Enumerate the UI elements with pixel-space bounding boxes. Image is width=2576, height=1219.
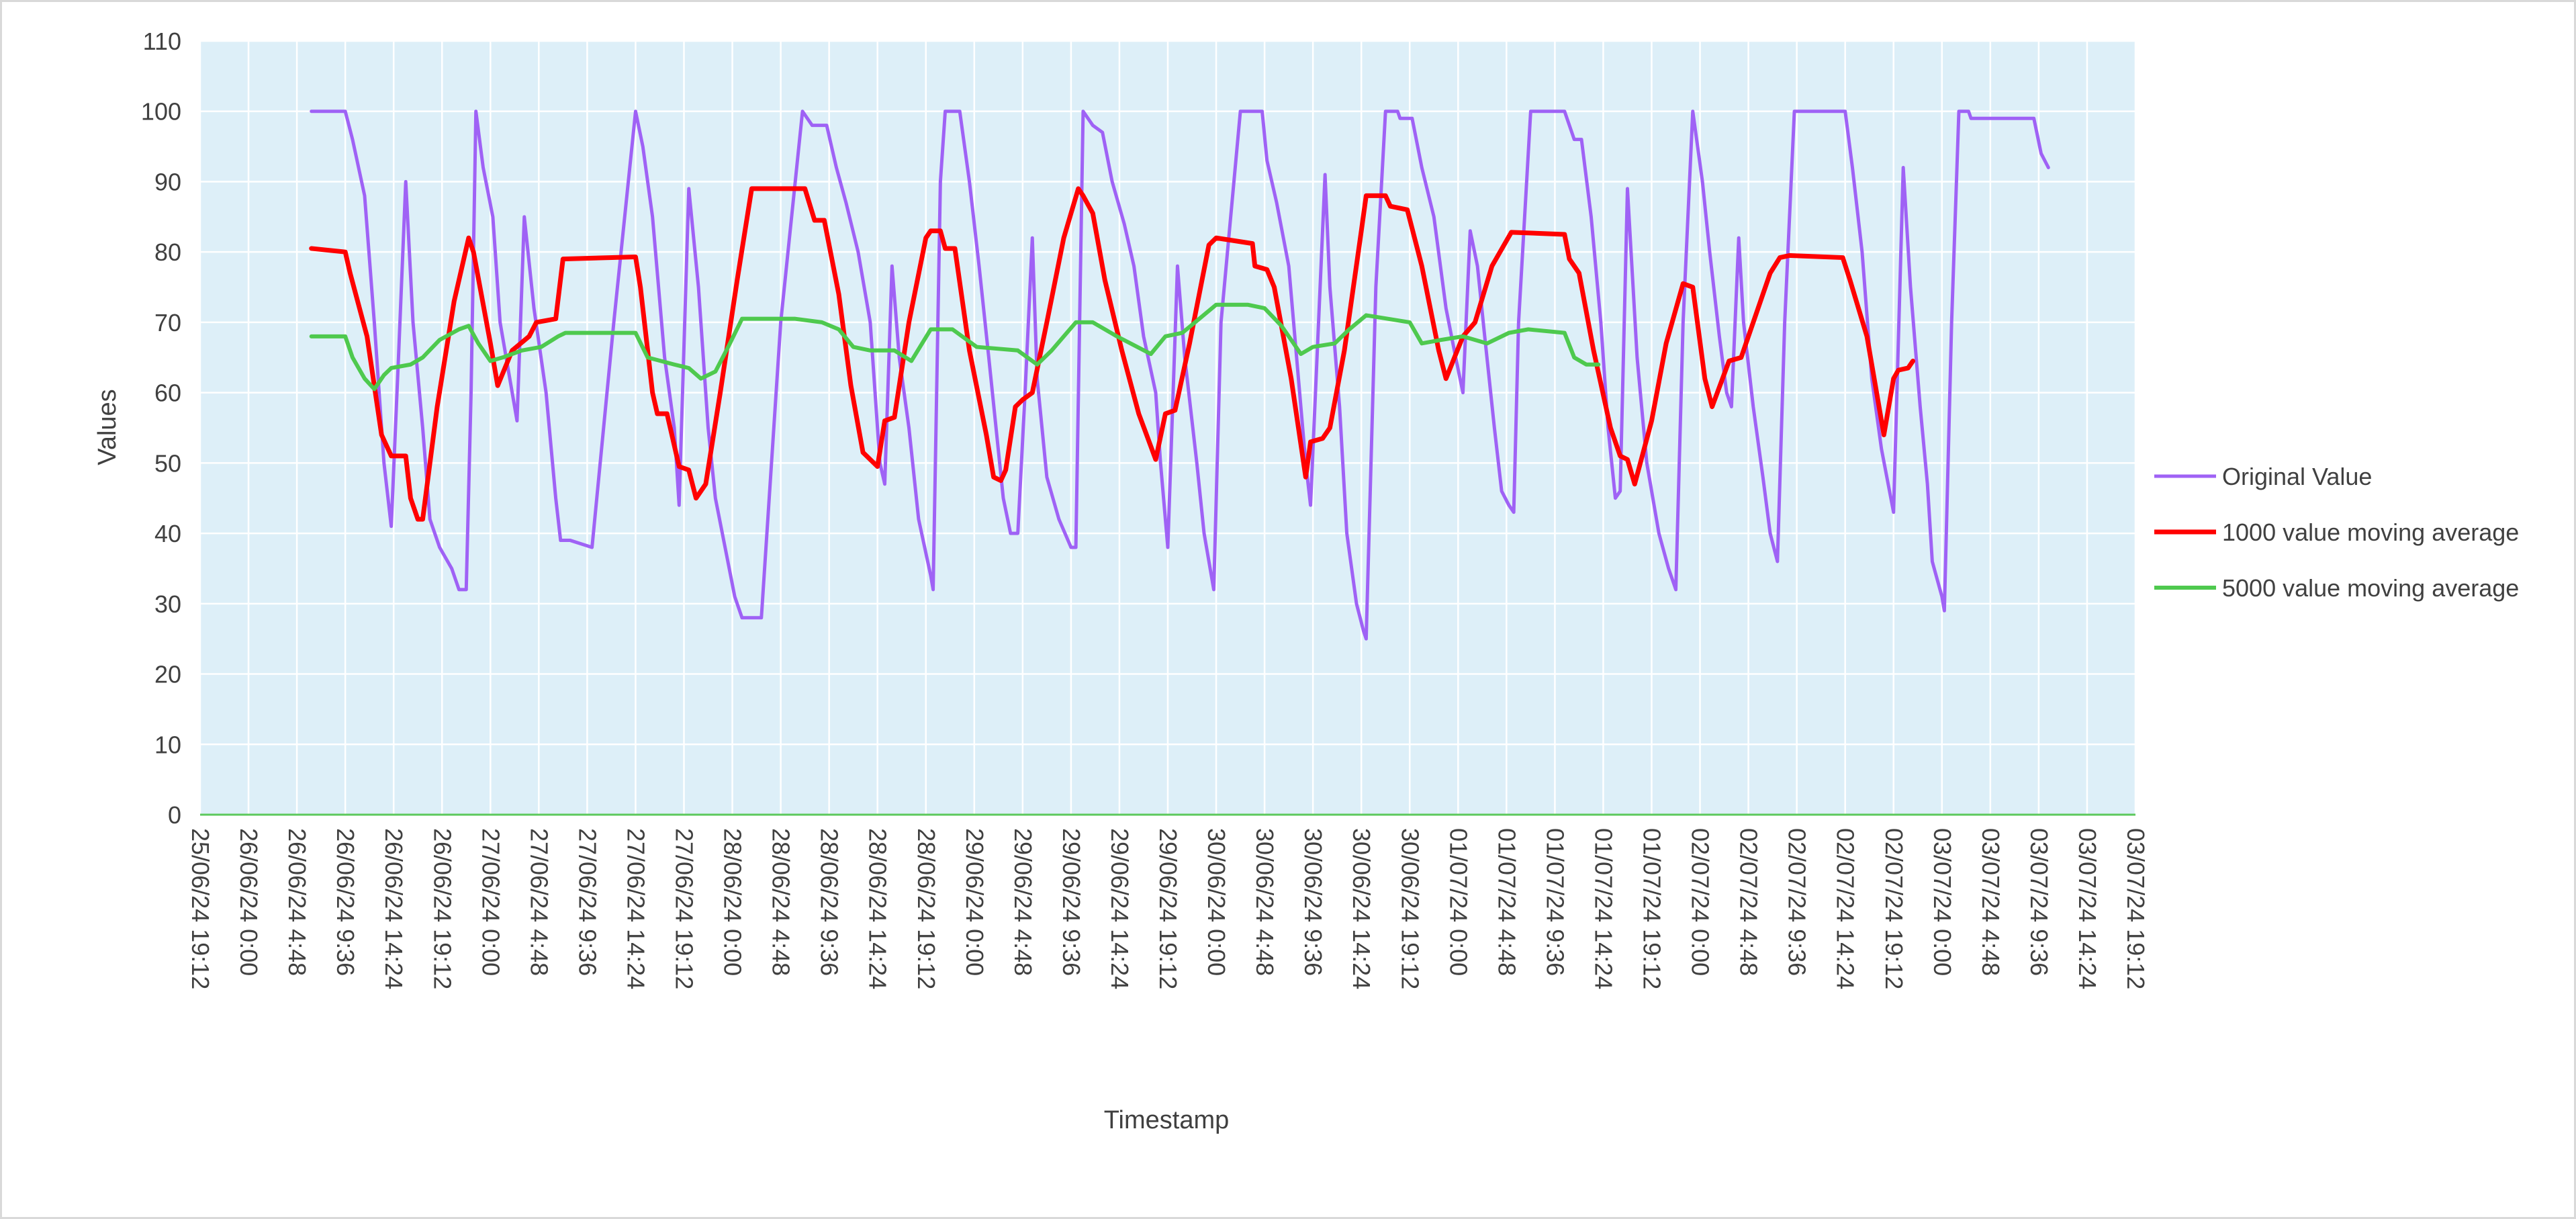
- plot-area: 0 10 20 30 40 50 60 70 80 90 100 110 25/06/24 19:12 2…: [141, 28, 2150, 989]
- x-tick-label: 30/06/24 0:00: [1203, 828, 1230, 976]
- x-tick-label: 30/06/24 4:48: [1251, 828, 1279, 976]
- x-tick-label: 30/06/24 9:36: [1299, 828, 1327, 976]
- x-tick-label: 02/07/24 4:48: [1735, 828, 1763, 976]
- x-tick-label: 28/06/24 4:48: [768, 828, 795, 976]
- x-tick-label: 01/07/24 9:36: [1541, 828, 1569, 976]
- x-tick-label: 27/06/24 9:36: [573, 828, 601, 976]
- x-tick-label: 30/06/24 14:24: [1348, 828, 1375, 989]
- x-tick-label: 29/06/24 14:24: [1106, 828, 1134, 989]
- x-tick-label: 02/07/24 19:12: [1880, 828, 1908, 989]
- x-tick-label: 29/06/24 0:00: [961, 828, 988, 976]
- x-tick-label: 28/06/24 0:00: [719, 828, 747, 976]
- x-tick-label: 02/07/24 9:36: [1784, 828, 1811, 976]
- x-tick-label: 03/07/24 0:00: [1929, 828, 1956, 976]
- y-tick-label: 100: [141, 98, 181, 126]
- x-tick-label: 27/06/24 14:24: [622, 828, 649, 989]
- series-line: [309, 302, 1601, 392]
- x-tick-label: 29/06/24 4:48: [1009, 828, 1037, 976]
- x-tick-label: 03/07/24 19:12: [2122, 828, 2150, 989]
- y-tick-label: 90: [154, 168, 181, 195]
- x-tick-label: 28/06/24 19:12: [913, 828, 940, 989]
- x-tick-label: 01/07/24 14:24: [1590, 828, 1617, 989]
- series-line: [309, 186, 1916, 522]
- x-tick-label: 27/06/24 19:12: [671, 828, 698, 989]
- x-tick-label: 26/06/24 4:48: [283, 828, 311, 976]
- y-tick-label: 60: [154, 379, 181, 407]
- y-axis-title: Values: [93, 389, 122, 465]
- x-tick-label: 01/07/24 4:48: [1493, 828, 1520, 976]
- series-line: [310, 109, 2050, 641]
- x-tick-label: 03/07/24 14:24: [2074, 828, 2101, 989]
- y-tick-label: 20: [154, 661, 181, 688]
- x-tick-label: 26/06/24 0:00: [235, 828, 263, 976]
- x-tick-label: 26/06/24 19:12: [428, 828, 456, 989]
- x-tick-label: 29/06/24 9:36: [1058, 828, 1085, 976]
- y-tick-label: 110: [143, 28, 181, 55]
- legend-label: Original Value: [2222, 463, 2372, 490]
- y-tick-label: 40: [154, 520, 181, 547]
- x-tick-label: 02/07/24 0:00: [1687, 828, 1714, 976]
- x-tick-label: 28/06/24 9:36: [816, 828, 843, 976]
- x-tick-label: 01/07/24 0:00: [1444, 828, 1472, 976]
- x-tick-label: 27/06/24 0:00: [477, 828, 504, 976]
- x-tick-label: 29/06/24 19:12: [1154, 828, 1182, 989]
- y-tick-label: 30: [154, 590, 181, 618]
- x-tick-label: 26/06/24 14:24: [380, 828, 408, 989]
- x-tick-label: 27/06/24 4:48: [525, 828, 553, 976]
- x-tick-label: 03/07/24 4:48: [1977, 828, 2005, 976]
- x-tick-label: 25/06/24 19:12: [187, 828, 214, 989]
- legend-label: 1000 value moving average: [2222, 518, 2519, 546]
- legend: Original Value 1000 value moving average 5…: [2154, 463, 2519, 602]
- x-tick-label: 01/07/24 19:12: [1639, 828, 1666, 989]
- x-tick-label: 26/06/24 9:36: [332, 828, 359, 976]
- x-tick-label: 30/06/24 19:12: [1396, 828, 1424, 989]
- y-tick-label: 70: [154, 309, 181, 336]
- y-tick-label: 0: [168, 801, 181, 829]
- y-tick-label: 80: [154, 238, 181, 266]
- legend-label: 5000 value moving average: [2222, 574, 2519, 602]
- y-tick-label: 50: [154, 449, 181, 477]
- x-tick-label: 02/07/24 14:24: [1832, 828, 1859, 989]
- x-axis-title: Timestamp: [1104, 1106, 1230, 1134]
- y-tick-label: 10: [154, 731, 181, 758]
- x-tick-label: 28/06/24 14:24: [864, 828, 892, 989]
- x-tick-label: 03/07/24 9:36: [2025, 828, 2053, 976]
